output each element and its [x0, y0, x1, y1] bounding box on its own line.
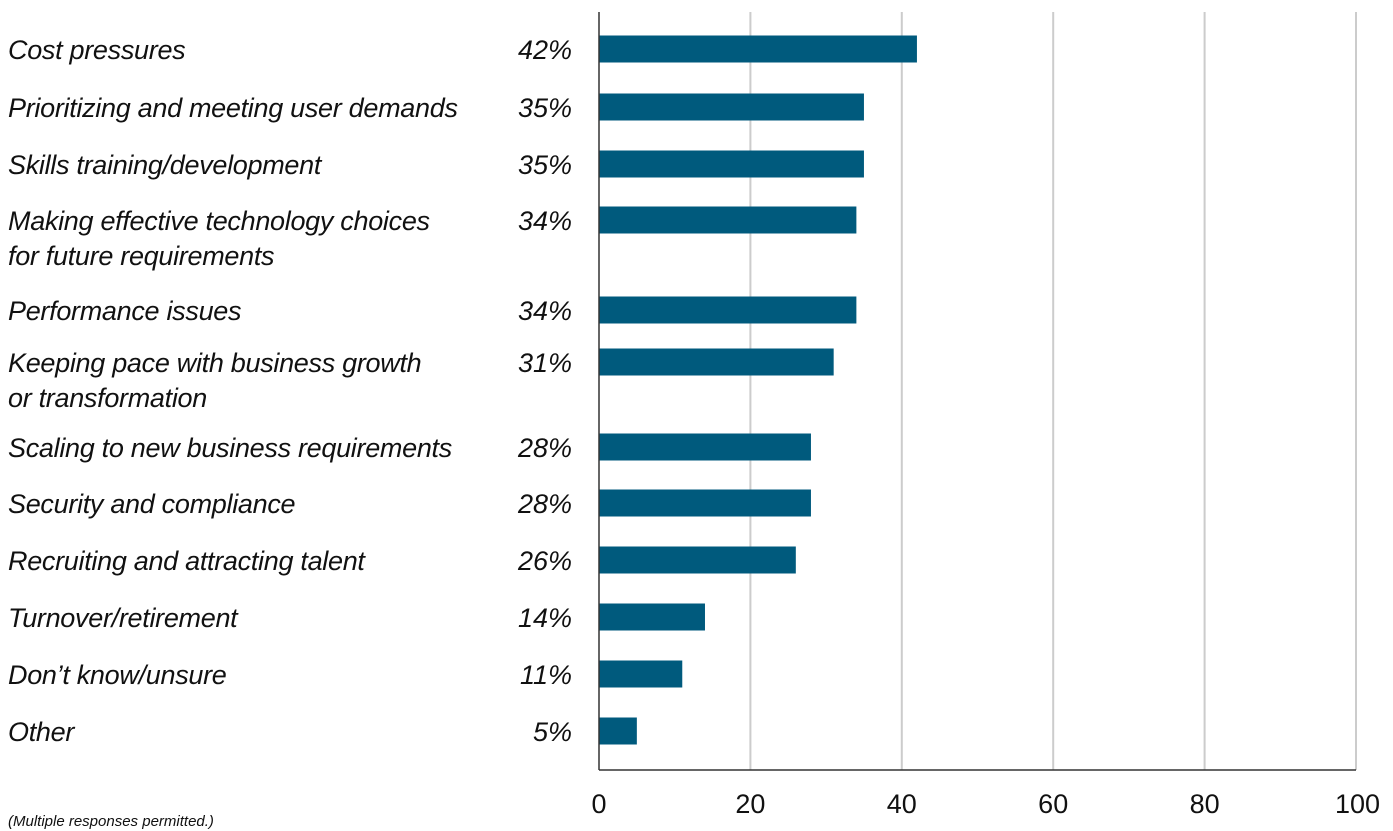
bar-6 [599, 433, 811, 461]
category-label-3: Making effective technology choices for f… [8, 206, 430, 271]
value-label-10: 11% [520, 660, 572, 690]
category-label-11: Other [8, 717, 75, 747]
category-label-line: Performance issues [8, 296, 241, 326]
x-tick-label-60: 60 [1038, 789, 1068, 819]
value-labels: 42% 35% 35% 34% 34% 31% 28% 28% 26% 14% 11% 5% [517, 35, 572, 747]
bar-8 [599, 546, 796, 574]
category-label-line: Prioritizing and meeting user demands [8, 93, 458, 123]
category-label-8: Recruiting and attracting talent [8, 546, 366, 576]
category-label-line: Turnover/retirement [8, 603, 239, 633]
category-label-line: for future requirements [8, 241, 274, 271]
axes [598, 12, 1356, 771]
bar-2 [599, 150, 864, 178]
value-label-4: 34% [518, 296, 572, 326]
x-tick-label-0: 0 [591, 789, 606, 819]
value-label-8: 26% [517, 546, 572, 576]
bar-0 [599, 35, 917, 63]
value-label-3: 34% [518, 206, 572, 236]
category-label-line: or transformation [8, 383, 207, 413]
category-labels: Cost pressures Prioritizing and meeting u… [8, 35, 458, 747]
bar-3 [599, 206, 857, 234]
category-label-line: Recruiting and attracting talent [8, 546, 366, 576]
bar-10 [599, 660, 683, 688]
value-label-6: 28% [517, 433, 572, 463]
bar-9 [599, 603, 705, 631]
value-label-7: 28% [517, 489, 572, 519]
bar-1 [599, 93, 864, 121]
category-label-line: Scaling to new business requirements [8, 433, 452, 463]
value-label-1: 35% [518, 93, 572, 123]
category-label-5: Keeping pace with business growth or tran… [8, 348, 421, 413]
category-label-line: Skills training/development [8, 150, 323, 180]
x-tick-labels: 0 20 40 60 80 100 [591, 789, 1380, 819]
bar-7 [599, 489, 811, 517]
x-tick-label-20: 20 [735, 789, 765, 819]
category-label-line: Cost pressures [8, 35, 185, 65]
category-label-10: Don’t know/unsure [8, 660, 227, 690]
x-tick-label-100: 100 [1335, 789, 1380, 819]
x-tick-label-40: 40 [887, 789, 917, 819]
category-label-4: Performance issues [8, 296, 241, 326]
x-tick-label-80: 80 [1190, 789, 1220, 819]
category-label-6: Scaling to new business requirements [8, 433, 452, 463]
category-label-line: Don’t know/unsure [8, 660, 227, 690]
value-label-2: 35% [518, 150, 572, 180]
bars [599, 35, 917, 745]
category-label-2: Skills training/development [8, 150, 323, 180]
category-label-line: Security and compliance [8, 489, 296, 519]
bar-11 [599, 717, 637, 745]
category-label-0: Cost pressures [8, 35, 185, 65]
bar-4 [599, 296, 857, 324]
category-label-line: Making effective technology choices [8, 206, 430, 236]
category-label-1: Prioritizing and meeting user demands [8, 93, 458, 123]
category-label-7: Security and compliance [8, 489, 296, 519]
value-label-5: 31% [518, 348, 572, 378]
value-label-9: 14% [518, 603, 572, 633]
category-label-9: Turnover/retirement [8, 603, 239, 633]
gridlines [749, 12, 1357, 770]
value-label-11: 5% [533, 717, 572, 747]
category-label-line: Other [8, 717, 75, 747]
footnote: (Multiple responses permitted.) [8, 813, 214, 830]
value-label-0: 42% [518, 35, 572, 65]
bar-5 [599, 348, 834, 376]
category-label-line: Keeping pace with business growth [8, 348, 421, 378]
